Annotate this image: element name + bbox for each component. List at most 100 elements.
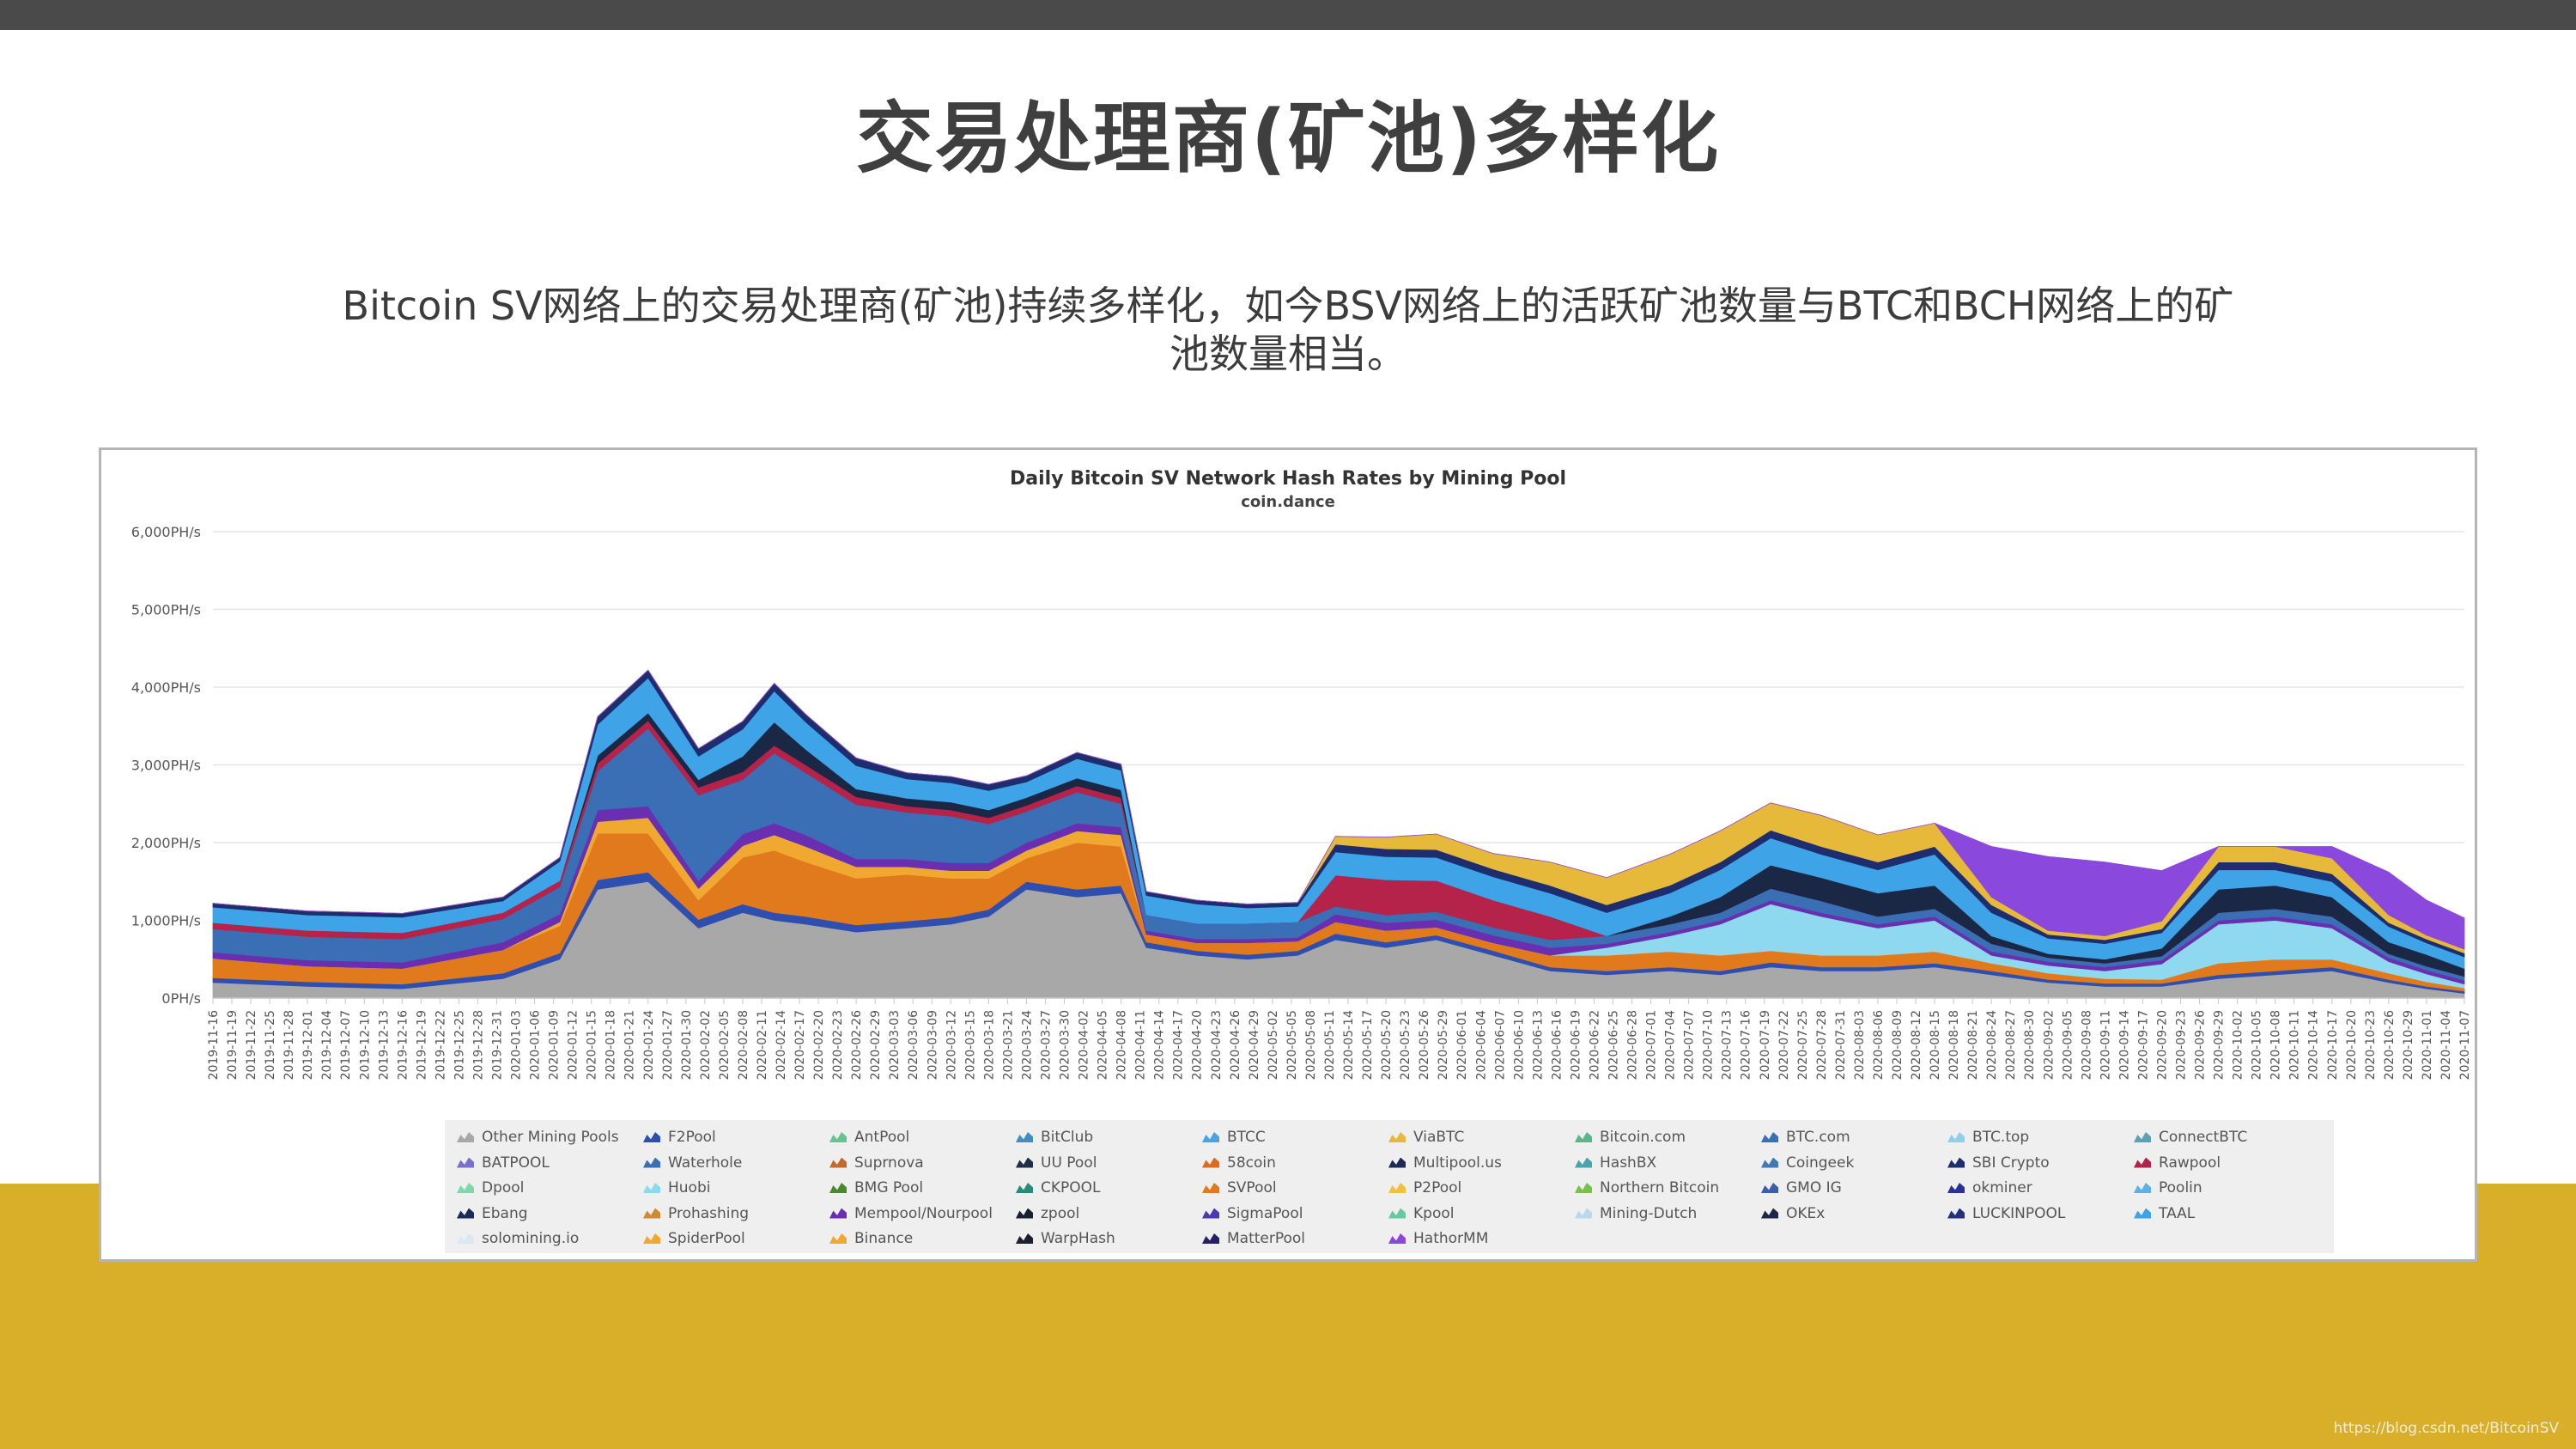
stacked-areas bbox=[212, 669, 2465, 999]
legend-item[interactable]: UU Pool bbox=[1016, 1153, 1097, 1173]
legend-item[interactable]: Bitcoin.com bbox=[1575, 1127, 1686, 1148]
legend-label: MatterPool bbox=[1227, 1230, 1306, 1247]
legend-swatch bbox=[1202, 1157, 1219, 1168]
legend-swatch bbox=[1388, 1233, 1406, 1244]
x-tick-label: 2020-02-11 bbox=[756, 1010, 769, 1080]
x-tick-label: 2020-08-18 bbox=[1947, 1010, 1961, 1080]
legend-item[interactable]: SVPool bbox=[1202, 1178, 1277, 1198]
legend-item[interactable]: BATPOOL bbox=[457, 1153, 550, 1173]
legend-label: UU Pool bbox=[1041, 1154, 1097, 1172]
legend-item[interactable]: LUCKINPOOL bbox=[1947, 1203, 2065, 1224]
legend-item[interactable]: Multipool.us bbox=[1388, 1153, 1502, 1173]
legend-item[interactable]: Coingeek bbox=[1761, 1153, 1854, 1173]
legend-item[interactable]: HashBX bbox=[1575, 1153, 1656, 1173]
legend-item[interactable]: Prohashing bbox=[643, 1203, 749, 1224]
x-tick-label: 2020-08-21 bbox=[1966, 1010, 1980, 1080]
legend-item[interactable]: SBI Crypto bbox=[1947, 1153, 2050, 1173]
x-tick-label: 2020-05-14 bbox=[1342, 1010, 1356, 1080]
legend-item[interactable]: CKPOOL bbox=[1016, 1178, 1101, 1198]
x-tick-label: 2020-01-18 bbox=[605, 1010, 618, 1080]
legend-item[interactable]: SigmaPool bbox=[1202, 1203, 1303, 1224]
slide-description: Bitcoin SV网络上的交易处理商(矿池)持续多样化，如今BSV网络上的活跃… bbox=[342, 283, 2234, 377]
legend-item[interactable]: Mining-Dutch bbox=[1575, 1203, 1697, 1224]
legend-item[interactable]: Ebang bbox=[457, 1203, 528, 1224]
x-tick-label: 2020-07-19 bbox=[1759, 1010, 1772, 1080]
legend-swatch bbox=[1761, 1208, 1778, 1219]
legend-label: Huobi bbox=[668, 1179, 711, 1196]
legend-item[interactable]: F2Pool bbox=[643, 1127, 716, 1148]
legend-label: SpiderPool bbox=[668, 1230, 745, 1247]
legend-item[interactable]: OKEx bbox=[1761, 1203, 1825, 1224]
legend-swatch bbox=[1575, 1157, 1592, 1168]
legend-item[interactable]: ViaBTC bbox=[1388, 1127, 1464, 1148]
y-tick-label: 2,000PH/s bbox=[131, 835, 201, 851]
legend-item[interactable]: Rawpool bbox=[2134, 1153, 2221, 1173]
x-tick-label: 2020-07-16 bbox=[1740, 1010, 1753, 1080]
legend-item[interactable]: zpool bbox=[1016, 1203, 1079, 1224]
legend-item[interactable]: Kpool bbox=[1388, 1203, 1454, 1224]
legend-item[interactable]: Binance bbox=[829, 1228, 913, 1249]
legend-label: SVPool bbox=[1227, 1179, 1277, 1196]
legend-swatch bbox=[643, 1132, 660, 1142]
legend-item[interactable]: ConnectBTC bbox=[2134, 1127, 2247, 1148]
legend-item[interactable]: TAAL bbox=[2134, 1203, 2195, 1224]
legend-label: OKEx bbox=[1786, 1204, 1826, 1222]
legend-swatch bbox=[1575, 1132, 1592, 1142]
x-tick-label: 2020-09-29 bbox=[2213, 1010, 2227, 1080]
legend-item[interactable]: okminer bbox=[1947, 1178, 2032, 1198]
legend-label: Waterhole bbox=[668, 1154, 743, 1172]
legend-item[interactable]: Mempool/Nourpool bbox=[829, 1203, 993, 1224]
legend-swatch bbox=[1202, 1183, 1219, 1193]
legend-item[interactable]: BTCC bbox=[1202, 1127, 1266, 1148]
legend-label: LUCKINPOOL bbox=[1972, 1204, 2066, 1222]
y-tick-label: 4,000PH/s bbox=[131, 679, 201, 696]
legend-item[interactable]: 58coin bbox=[1202, 1153, 1276, 1173]
legend-item[interactable]: HathorMM bbox=[1388, 1228, 1488, 1249]
legend-item[interactable]: WarpHash bbox=[1016, 1228, 1115, 1249]
legend-item[interactable]: SpiderPool bbox=[643, 1228, 745, 1249]
x-tick-label: 2020-06-01 bbox=[1455, 1010, 1469, 1080]
x-tick-label: 2020-03-12 bbox=[945, 1010, 958, 1080]
legend-item[interactable]: P2Pool bbox=[1388, 1178, 1461, 1198]
legend-item[interactable]: BTC.com bbox=[1761, 1127, 1850, 1148]
legend-item[interactable]: solomining.io bbox=[457, 1228, 579, 1249]
legend-item[interactable]: Other Mining Pools bbox=[457, 1127, 619, 1148]
x-tick-label: 2020-04-02 bbox=[1078, 1010, 1091, 1080]
x-tick-label: 2020-03-15 bbox=[963, 1010, 977, 1080]
legend-label: Bitcoin.com bbox=[1600, 1129, 1686, 1146]
legend-item[interactable]: Huobi bbox=[643, 1178, 710, 1198]
y-tick-label: 1,000PH/s bbox=[131, 913, 201, 929]
legend-swatch bbox=[829, 1183, 847, 1193]
legend-item[interactable]: Waterhole bbox=[643, 1153, 742, 1173]
legend-item[interactable]: Poolin bbox=[2134, 1178, 2202, 1198]
x-tick-label: 2019-11-25 bbox=[264, 1010, 277, 1080]
legend-item[interactable]: GMO IG bbox=[1761, 1178, 1842, 1198]
legend-item[interactable]: BTC.top bbox=[1947, 1127, 2029, 1148]
legend-item[interactable]: BMG Pool bbox=[829, 1178, 923, 1198]
legend-item[interactable]: AntPool bbox=[829, 1127, 909, 1148]
x-tick-label: 2020-07-22 bbox=[1777, 1010, 1791, 1080]
x-tick-label: 2019-12-28 bbox=[471, 1010, 485, 1080]
legend-label: Prohashing bbox=[668, 1204, 750, 1222]
legend-label: 58coin bbox=[1227, 1154, 1276, 1172]
legend-item[interactable]: Dpool bbox=[457, 1178, 524, 1198]
legend-item[interactable]: Northern Bitcoin bbox=[1575, 1178, 1719, 1198]
x-tick-label: 2020-06-10 bbox=[1512, 1010, 1526, 1080]
x-tick-label: 2020-01-15 bbox=[586, 1010, 599, 1080]
x-tick-label: 2020-11-01 bbox=[2421, 1010, 2434, 1080]
legend-swatch bbox=[1761, 1183, 1778, 1193]
x-tick-label: 2019-11-22 bbox=[245, 1010, 258, 1080]
x-tick-label: 2020-06-28 bbox=[1626, 1010, 1640, 1080]
legend-item[interactable]: MatterPool bbox=[1202, 1228, 1305, 1249]
x-tick-label: 2020-02-05 bbox=[718, 1010, 732, 1080]
legend-label: Dpool bbox=[482, 1179, 525, 1196]
x-tick-label: 2020-06-07 bbox=[1493, 1010, 1507, 1080]
legend-label: F2Pool bbox=[668, 1129, 716, 1146]
legend-item[interactable]: BitClub bbox=[1016, 1127, 1093, 1148]
chart-title: Daily Bitcoin SV Network Hash Rates by M… bbox=[1010, 468, 1566, 490]
x-tick-label: 2020-08-15 bbox=[1929, 1010, 1942, 1080]
x-tick-label: 2020-09-11 bbox=[2099, 1010, 2112, 1080]
legend-item[interactable]: Suprnova bbox=[829, 1153, 924, 1173]
x-tick-label: 2020-05-11 bbox=[1323, 1010, 1337, 1080]
x-tick-label: 2019-12-16 bbox=[396, 1010, 410, 1080]
